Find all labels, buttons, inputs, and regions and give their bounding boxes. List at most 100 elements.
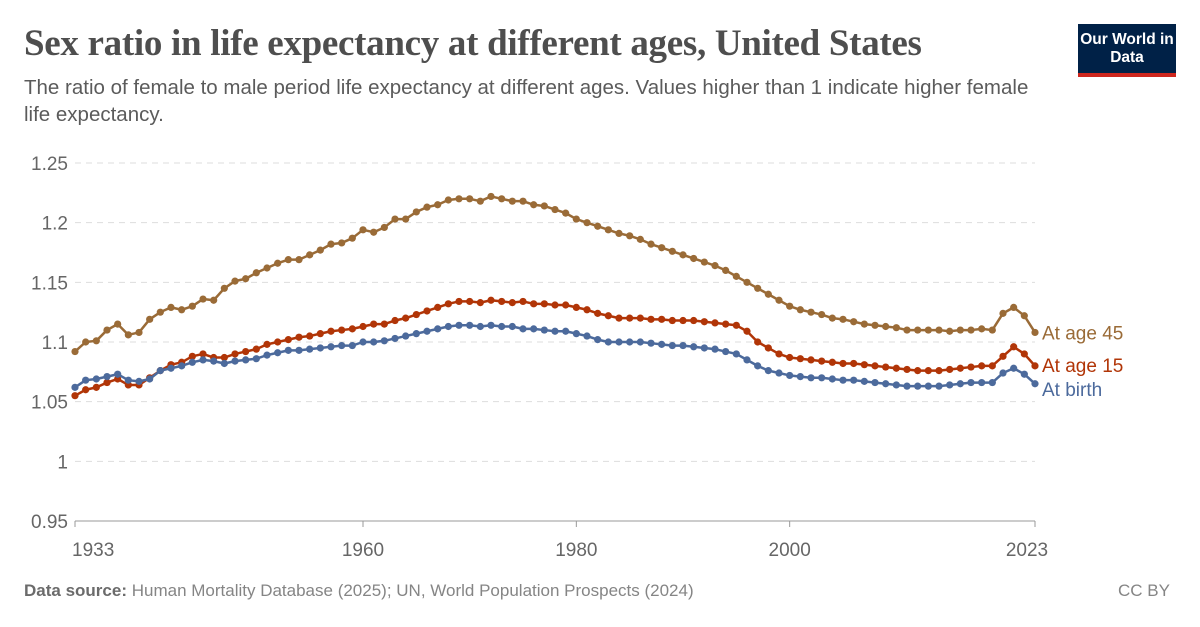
data-point [594, 222, 602, 230]
x-tick-label: 2000 [769, 540, 811, 561]
data-point [71, 392, 79, 400]
data-point [604, 312, 612, 320]
data-point [860, 377, 868, 385]
data-point [1020, 350, 1028, 358]
data-point [754, 362, 762, 370]
data-point [306, 345, 314, 353]
data-point [220, 353, 228, 362]
data-point [146, 375, 154, 383]
data-point [348, 341, 356, 350]
series-at-age-45 [71, 192, 1039, 356]
data-point [444, 196, 452, 204]
data-point [295, 333, 303, 341]
data-point [882, 380, 890, 388]
data-point [434, 325, 442, 333]
data-point [103, 378, 111, 387]
data-source: Data source: Human Mortality Database (2… [24, 581, 694, 601]
data-point [103, 326, 111, 334]
data-point [988, 326, 996, 334]
data-point [391, 334, 399, 343]
data-point [636, 235, 644, 243]
series-label[interactable]: At age 45 [1042, 323, 1123, 344]
data-point [252, 355, 260, 363]
data-point [220, 284, 228, 292]
data-point [594, 336, 602, 344]
data-point [455, 321, 463, 329]
data-point [754, 338, 762, 346]
data-point [1020, 370, 1028, 378]
data-point [871, 321, 879, 329]
data-point [658, 340, 666, 348]
data-point [263, 351, 271, 359]
series-label[interactable]: At age 15 [1042, 356, 1123, 377]
data-point [786, 353, 794, 362]
data-point [572, 330, 580, 338]
data-point [743, 356, 751, 364]
data-point [796, 306, 804, 314]
data-point [615, 229, 623, 238]
data-point [551, 301, 559, 309]
data-point [935, 382, 943, 390]
data-point [476, 299, 484, 307]
data-point [807, 356, 815, 364]
data-point [914, 326, 922, 334]
license[interactable]: CC BY [1118, 581, 1170, 600]
series-line [74, 298, 1036, 397]
series-labels: At age 45 At age 15 At birth [1042, 323, 1123, 400]
data-point [903, 326, 911, 334]
data-point [626, 314, 634, 322]
data-point [199, 356, 207, 364]
data-point [252, 269, 260, 277]
data-point [615, 314, 623, 322]
data-point [807, 308, 815, 316]
y-tick-label: 1.25 [31, 154, 68, 175]
data-point [967, 326, 975, 334]
data-point [508, 322, 516, 331]
data-point [935, 326, 943, 334]
data-point [188, 352, 196, 360]
data-point [519, 325, 527, 333]
data-point [818, 374, 826, 382]
series-label[interactable]: At birth [1042, 380, 1102, 401]
data-point [871, 378, 879, 387]
data-point [327, 240, 335, 248]
data-point [199, 295, 207, 303]
data-point [434, 303, 442, 311]
data-point [370, 320, 378, 328]
data-point [903, 382, 911, 390]
data-point [860, 320, 868, 328]
data-point [274, 338, 282, 346]
data-point [978, 325, 986, 333]
data-point [263, 264, 271, 272]
series-at-birth [71, 321, 1039, 391]
x-tick-label: 2023 [1006, 540, 1048, 561]
data-point [423, 203, 431, 211]
data-point [967, 378, 975, 387]
data-point [764, 344, 772, 352]
data-point [732, 321, 740, 329]
data-point [231, 357, 239, 365]
data-point [391, 215, 399, 223]
data-point [946, 381, 954, 389]
data-point [978, 362, 986, 370]
data-point [114, 320, 122, 328]
data-point [402, 314, 410, 322]
data-point [444, 322, 452, 331]
data-point [412, 330, 420, 338]
data-point [327, 343, 335, 351]
data-point [647, 339, 655, 347]
data-point [551, 327, 559, 335]
data-point [188, 358, 196, 366]
data-point [946, 365, 954, 374]
data-point [956, 380, 964, 388]
data-point [572, 215, 580, 223]
data-point [274, 259, 282, 267]
data-point [252, 345, 260, 353]
data-point [306, 332, 314, 340]
data-point [679, 251, 687, 259]
owid-logo[interactable]: Our World in Data [1078, 24, 1176, 77]
data-point [668, 247, 676, 255]
data-point [775, 350, 783, 358]
data-source-text[interactable]: Human Mortality Database (2025); UN, Wor… [131, 581, 694, 600]
